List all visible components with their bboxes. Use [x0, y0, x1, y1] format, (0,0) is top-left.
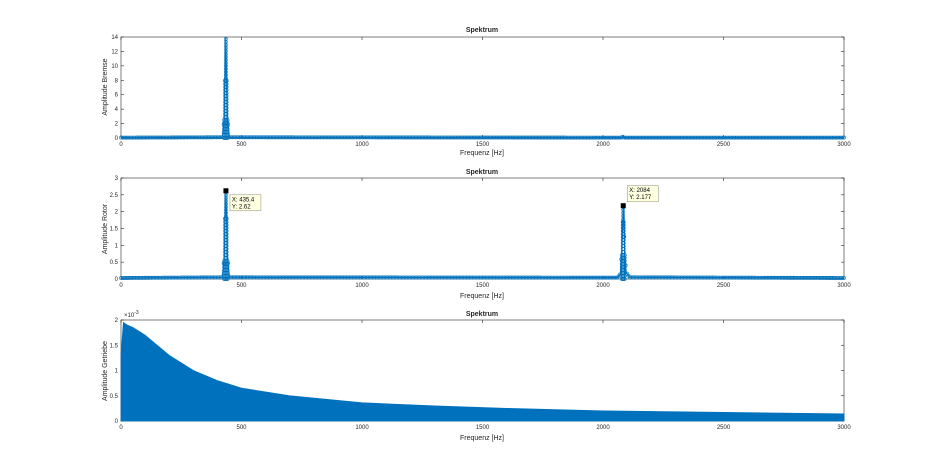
- y-axis-label-bremse: Amplitude Bremse: [102, 58, 109, 115]
- x-tick-label: 2000: [596, 283, 610, 289]
- series-area-getriebe: [120, 321, 845, 422]
- x-tick-label: 3000: [837, 142, 851, 148]
- y-tick-label: 1.5: [110, 343, 119, 349]
- x-tick-label: 500: [236, 142, 247, 148]
- x-tick-label: 2000: [596, 142, 610, 148]
- y-tick-label: 12: [111, 49, 118, 55]
- axes-bremse: Spektrum Frequenz [Hz] Amplitude Bremse …: [102, 27, 851, 157]
- x-tick-label: 2500: [717, 283, 731, 289]
- datatip-0[interactable]: X: 435.4Y: 2.62: [223, 188, 262, 212]
- y-tick-label: 0: [115, 419, 119, 425]
- y-tick-label: 1: [115, 369, 119, 375]
- y-tick-label: 3: [115, 176, 119, 182]
- x-tick-label: 2000: [596, 425, 610, 431]
- x-tick-label: 0: [119, 425, 123, 431]
- datatip-box: [626, 185, 659, 202]
- y-tick-label: 0: [115, 277, 119, 283]
- x-tick-label: 1000: [355, 142, 369, 148]
- x-tick-label: 0: [119, 142, 123, 148]
- x-tick-label: 500: [236, 283, 247, 289]
- chart-title-bremse: Spektrum: [466, 27, 498, 34]
- x-axis-label-getriebe: Frequenz [Hz]: [460, 435, 504, 442]
- y-tick-label: 2: [115, 318, 119, 324]
- datatip-x-label: X: 2084: [629, 188, 650, 194]
- series-line-rotor: [120, 190, 845, 279]
- y-tick-label: 0.5: [110, 260, 119, 266]
- y-tick-label: 1.5: [110, 227, 119, 233]
- x-tick-label: 1500: [476, 425, 490, 431]
- plot-area-bremse: [120, 36, 845, 139]
- y-tick-label: 4: [115, 107, 119, 113]
- y-tick-label: 2: [115, 122, 119, 128]
- datatip-y-label: Y: 2.62: [232, 204, 251, 210]
- datatip-marker: [223, 188, 229, 194]
- y-axis-exponent-getriebe: ×10-3: [124, 310, 139, 319]
- series-line-bremse: [120, 36, 844, 139]
- datatip-y-label: Y: 2.177: [629, 195, 652, 201]
- y-axis-label-rotor: Amplitude Rotor: [102, 203, 109, 254]
- x-tick-label: 500: [236, 425, 247, 431]
- y-tick-label: 8: [115, 78, 119, 84]
- chart-title-rotor: Spektrum: [466, 169, 498, 176]
- datatip-x-label: X: 435.4: [232, 197, 255, 203]
- x-tick-label: 1000: [355, 283, 369, 289]
- y-tick-label: 6: [115, 93, 119, 99]
- x-tick-label: 1000: [355, 425, 369, 431]
- x-axis-label-rotor: Frequenz [Hz]: [460, 293, 504, 300]
- y-tick-label: 2.5: [110, 193, 119, 199]
- datatip-marker: [620, 203, 626, 209]
- x-tick-label: 3000: [837, 425, 851, 431]
- axes-getriebe: Spektrum Frequenz [Hz] Amplitude Getrieb…: [102, 310, 851, 442]
- y-tick-label: 10: [111, 64, 118, 70]
- axes-rotor: Spektrum Frequenz [Hz] Amplitude Rotor 0…: [102, 169, 851, 300]
- datatip-box: [229, 194, 262, 212]
- y-axis-label-getriebe: Amplitude Getriebe: [102, 341, 109, 401]
- x-tick-label: 1500: [476, 142, 490, 148]
- x-tick-label: 0: [119, 283, 123, 289]
- x-tick-label: 3000: [837, 283, 851, 289]
- y-tick-label: 2: [115, 210, 119, 216]
- chart-title-getriebe: Spektrum: [466, 311, 498, 318]
- x-axis-label-bremse: Frequenz [Hz]: [460, 150, 504, 157]
- y-tick-label: 1: [115, 243, 119, 249]
- y-tick-label: 14: [111, 35, 118, 41]
- y-tick-label: 0.5: [110, 394, 119, 400]
- y-tick-label: 0: [115, 136, 119, 142]
- x-tick-label: 1500: [476, 283, 490, 289]
- x-tick-label: 2500: [717, 142, 731, 148]
- x-tick-label: 2500: [717, 425, 731, 431]
